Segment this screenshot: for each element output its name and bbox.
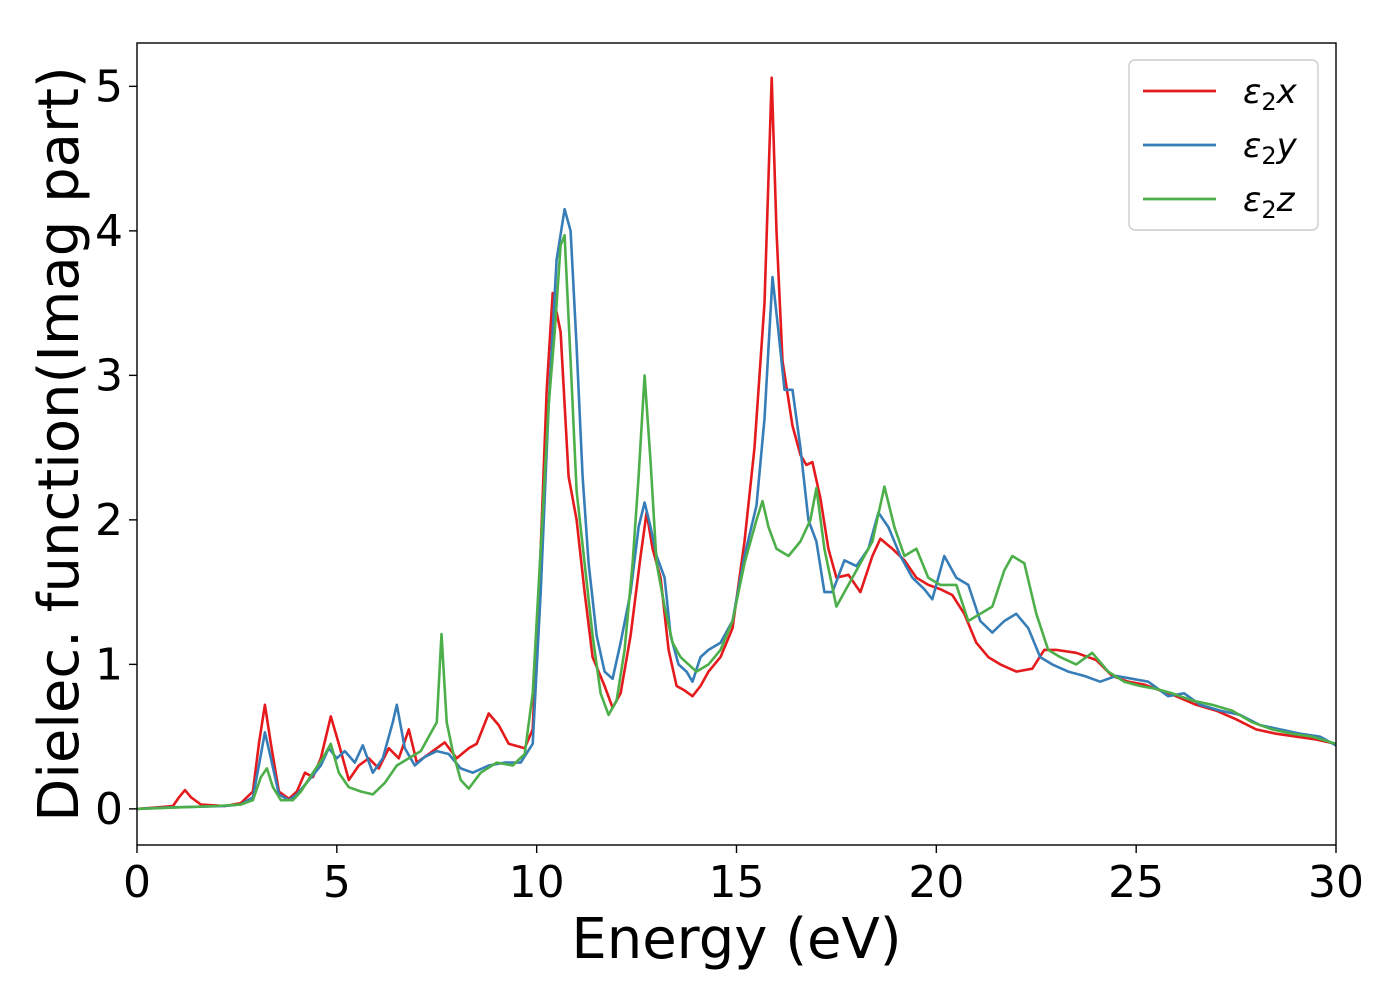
legend-label: ε2x [1243,72,1298,116]
x-axis: 0 5 10 15 20 25 30 [123,845,1364,908]
x-tick-label: 5 [323,857,351,908]
x-tick-label: 15 [709,857,765,908]
y-tick-label: 4 [95,206,123,257]
legend-item-x: ε2x [1143,72,1298,116]
series-line-z [137,233,1336,811]
legend-label: ε2y [1243,126,1298,170]
plot-lines [137,76,1336,811]
x-tick-label: 30 [1308,857,1364,908]
x-tick-label: 20 [908,857,964,908]
y-axis-label: Dielec. function(Imag part) [27,66,92,822]
legend-label: ε2z [1243,180,1296,224]
y-tick-label: 3 [95,350,123,401]
x-tick-label: 25 [1108,857,1164,908]
legend-item-z: ε2z [1143,180,1296,224]
series-line-x [137,76,1336,811]
y-tick-label: 1 [95,639,123,690]
x-tick-label: 0 [123,857,151,908]
x-tick-label: 10 [509,857,565,908]
y-tick-label: 5 [95,61,123,112]
legend-item-y: ε2y [1143,126,1298,170]
series-line-y [137,207,1336,811]
y-tick-label: 2 [95,495,123,546]
x-axis-label: Energy (eV) [571,907,901,972]
y-tick-label: 0 [95,784,123,835]
y-axis: 0 1 2 3 4 5 [95,61,137,835]
legend: ε2x ε2y ε2z [1128,59,1319,231]
legend-box [1128,59,1319,231]
